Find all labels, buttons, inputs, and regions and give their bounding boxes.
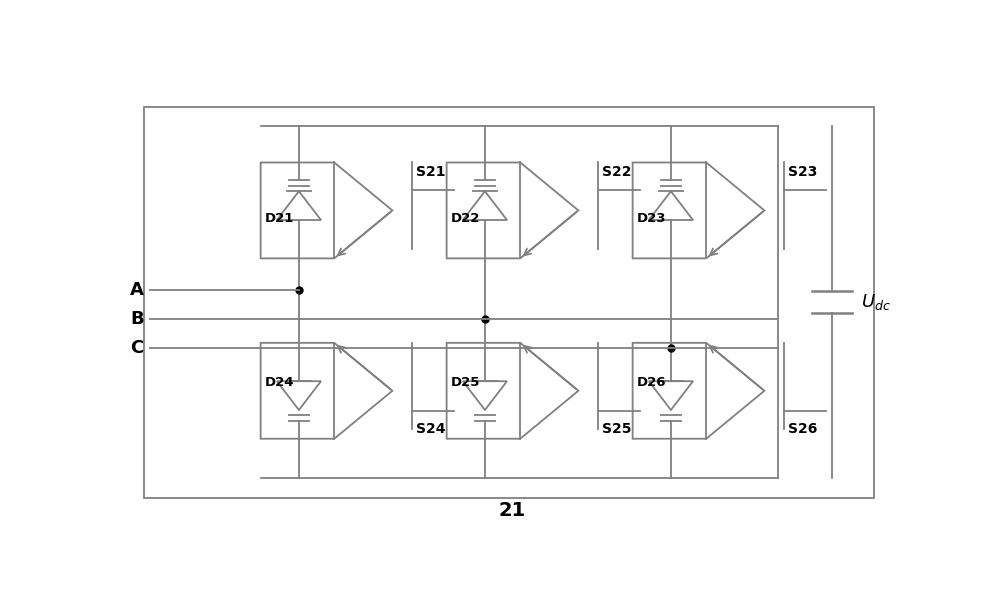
Text: S25: S25 [602, 422, 631, 436]
Text: D22: D22 [450, 212, 480, 225]
Text: C: C [130, 339, 144, 357]
Text: S24: S24 [416, 422, 445, 436]
Text: A: A [130, 281, 144, 299]
Text: 21: 21 [499, 501, 526, 520]
Text: S26: S26 [788, 422, 817, 436]
Text: B: B [130, 310, 144, 328]
Text: S23: S23 [788, 165, 817, 178]
Text: D24: D24 [264, 376, 294, 389]
Text: $U_{dc}$: $U_{dc}$ [861, 292, 891, 312]
Text: D23: D23 [637, 212, 666, 225]
Text: D26: D26 [637, 376, 666, 389]
Text: D21: D21 [264, 212, 294, 225]
Text: S22: S22 [602, 165, 631, 178]
Text: S21: S21 [416, 165, 445, 178]
Text: D25: D25 [450, 376, 480, 389]
